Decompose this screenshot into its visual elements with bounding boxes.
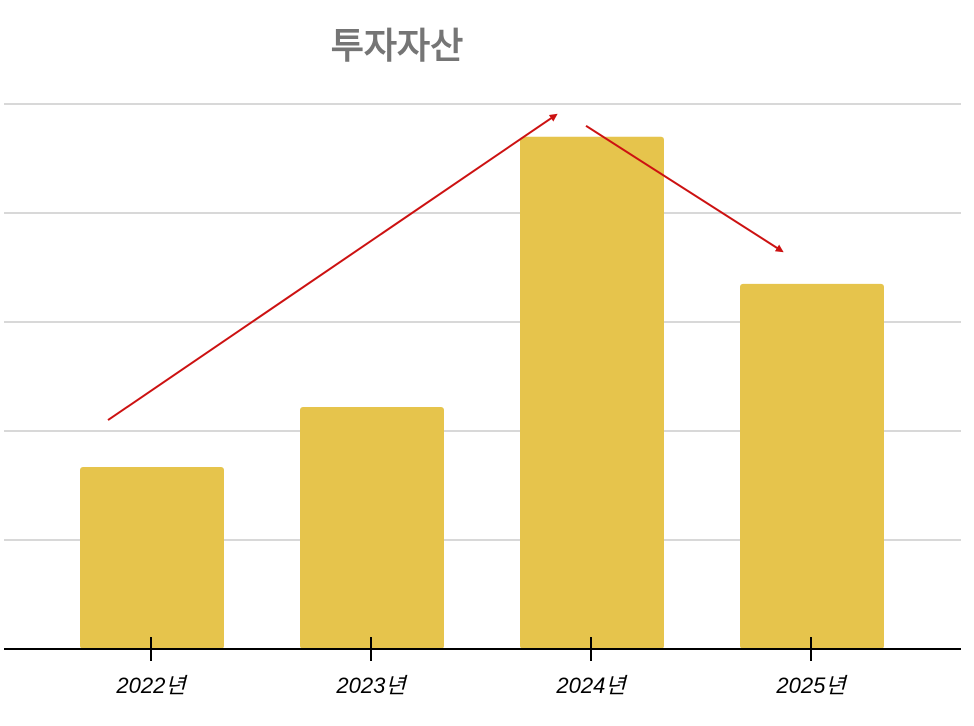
x-tick-label: 2023년 (335, 673, 408, 698)
trend-arrows (107, 113, 784, 421)
x-axis: 2022년 2023년 2024년 2025년 (4, 637, 961, 698)
bar (520, 136, 664, 649)
x-tick-label: 2022년 (115, 673, 188, 698)
trend-arrow (107, 113, 558, 421)
x-tick-label: 2025년 (775, 673, 848, 698)
x-tick-label: 2024년 (555, 673, 628, 698)
bars (80, 136, 884, 649)
bar (80, 466, 224, 649)
bar (300, 407, 444, 649)
chart-title: 투자자산 (331, 26, 463, 67)
bar (740, 283, 884, 649)
trend-arrow (585, 124, 784, 253)
